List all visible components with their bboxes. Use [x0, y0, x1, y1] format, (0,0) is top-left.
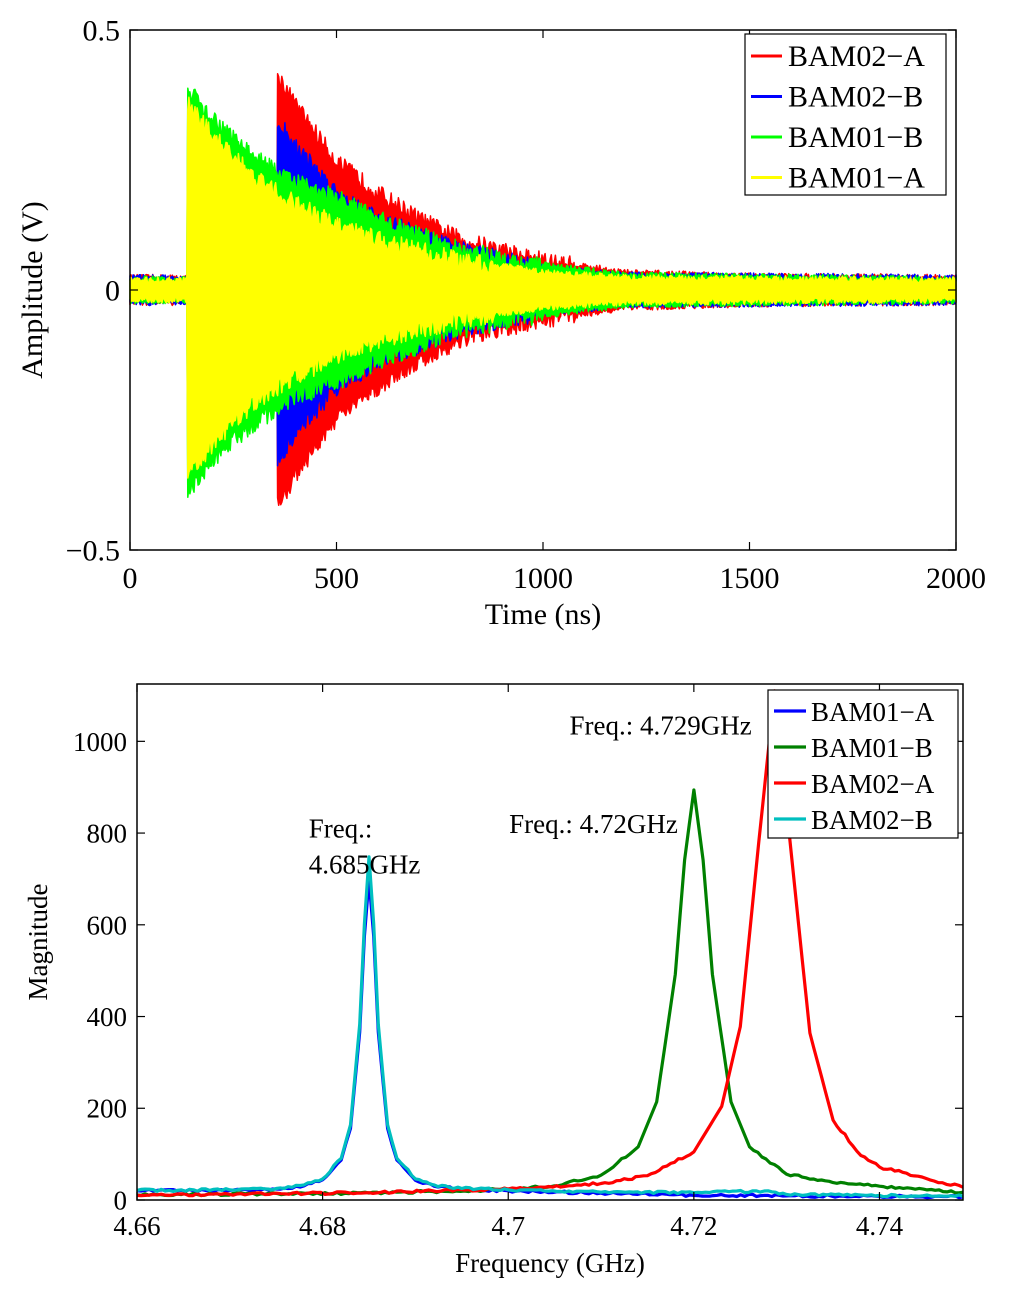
y-tick-label: 0.5 [83, 15, 121, 48]
x-tick-label: 1500 [720, 562, 780, 595]
frequency-domain-plot: 4.66 4.68 4.7 4.72 4.74 0 200 400 600 800 1000 Freq… [23, 683, 964, 1278]
peak-annotation: Freq.: 4.729GHz [569, 710, 751, 740]
x-tick-label: 4.68 [299, 1211, 346, 1241]
legend-label: BAM02−B [811, 805, 933, 835]
x-tick-label: 4.66 [113, 1211, 160, 1241]
legend-label: BAM01−B [788, 121, 923, 154]
peak-annotation: Freq.: [309, 814, 373, 844]
legend-label: BAM01−A [811, 697, 935, 727]
legend-box [767, 689, 959, 839]
x-tick-label: 4.7 [491, 1211, 525, 1241]
legend-label: BAM01−A [788, 162, 925, 195]
y-tick-label: 800 [87, 819, 128, 849]
peak-annotation: 4.685GHz [309, 850, 421, 880]
legend-label: BAM02−A [811, 769, 935, 799]
y-tick-label: 400 [87, 1002, 128, 1032]
x-tick-label: 500 [314, 562, 359, 595]
y-tick-label: 0 [105, 275, 120, 308]
x-tick-label: 0 [123, 562, 138, 595]
y-tick-label: 0 [114, 1185, 128, 1215]
legend-box [744, 33, 947, 196]
y-axis-label: Amplitude (V) [16, 201, 49, 378]
series-bam01a-line [137, 877, 963, 1200]
x-tick-label: 1000 [513, 562, 573, 595]
x-axis-label: Time (ns) [485, 598, 601, 631]
legend-label: BAM02−B [788, 81, 923, 114]
y-tick-label: 600 [87, 910, 128, 940]
legend: BAM01−A BAM01−B BAM02−A BAM02−B [767, 689, 959, 839]
x-tick-label: 4.72 [670, 1211, 717, 1241]
y-tick-label: 1000 [73, 727, 127, 757]
x-tick-label: 4.74 [856, 1211, 904, 1241]
x-axis-label: Frequency (GHz) [455, 1248, 645, 1278]
series-bam02a-line [137, 689, 963, 1198]
series-bam01b-line [137, 788, 963, 1198]
y-tick-label: −0.5 [66, 535, 120, 568]
legend: BAM02−A BAM02−B BAM01−B BAM01−A [744, 33, 947, 196]
legend-label: BAM02−A [788, 40, 925, 73]
x-tick-label: 2000 [926, 562, 986, 595]
y-tick-label: 200 [87, 1094, 128, 1124]
axes-box [136, 683, 964, 1201]
series-bam02b-line [137, 855, 963, 1199]
legend-label: BAM01−B [811, 733, 933, 763]
y-axis-label: Magnitude [23, 883, 53, 1000]
peak-annotation: Freq.: 4.72GHz [509, 809, 678, 839]
